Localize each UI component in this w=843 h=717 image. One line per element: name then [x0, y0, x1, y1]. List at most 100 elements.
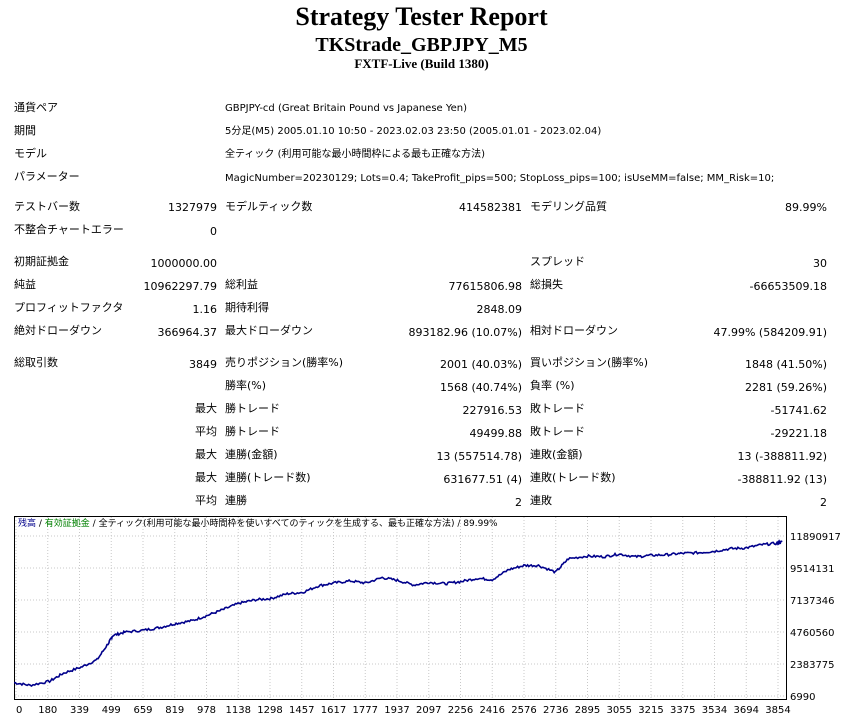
x-tick-label: 978: [197, 705, 216, 716]
y-tick-label: 2383775: [790, 660, 835, 671]
balance-chart-svg: 0 180 339 499 659 819 978 1138 1298 1457 1617 1777 1…: [14, 516, 841, 716]
x-tick-label: 2416: [480, 705, 505, 716]
max-consec-loss-label: 連敗(金額): [530, 448, 583, 461]
largest-word: 最大: [195, 402, 217, 415]
legend-sep: /: [89, 519, 99, 529]
spread-label: スプレッド: [530, 255, 585, 268]
average-word: 平均: [195, 425, 217, 438]
max-consec-profit-value: 631677.51 (4): [443, 473, 522, 486]
avg-win-label: 勝トレード: [225, 425, 280, 438]
x-tick-label: 1617: [321, 705, 346, 716]
y-tick-label: 9514131: [790, 564, 835, 575]
avg-consec-win-value: 2: [515, 496, 522, 509]
x-tick-label: 1298: [257, 705, 282, 716]
x-tick-label: 819: [165, 705, 184, 716]
gross-loss-label: 総損失: [530, 278, 563, 291]
x-tick-label: 3854: [765, 705, 790, 716]
largest-loss-label: 敗トレード: [530, 402, 585, 415]
spread-value: 30: [813, 257, 827, 270]
ticks-value: 414582381: [459, 201, 522, 214]
rel-dd-label: 相対ドローダウン: [530, 324, 618, 337]
legend-balance: 残高: [18, 519, 37, 529]
legend-sep: /: [36, 519, 45, 529]
quality-value: 89.99%: [785, 201, 827, 214]
x-tick-label: 180: [38, 705, 57, 716]
pf-label: プロフィットファクタ: [14, 301, 124, 314]
mismatch-value: 0: [210, 225, 217, 238]
max-consec-lossamt-label: 連敗(トレード数): [530, 471, 616, 484]
deposit-label: 初期証拠金: [14, 255, 69, 268]
legend-equity: 有効証拠金: [44, 519, 90, 529]
x-tick-label: 1138: [226, 705, 251, 716]
avg-win-value: 49499.88: [469, 427, 523, 440]
x-tick-label: 1937: [384, 705, 409, 716]
legend-sep: /: [454, 519, 464, 529]
period-value: 5分足(M5) 2005.01.10 10:50 - 2023.02.03 23…: [225, 126, 602, 137]
y-tick-label: 7137346: [790, 596, 835, 607]
pair-label: 通貨ペア: [14, 101, 58, 114]
max-consec2-word: 最大: [195, 471, 217, 484]
model-value: 全ティック (利用可能な最小時間枠による最も正確な方法): [225, 149, 486, 160]
long-value: 1848 (41.50%): [744, 358, 827, 371]
ticks-label: モデルティック数: [225, 200, 313, 213]
avg-consec-loss-value: 2: [820, 496, 827, 509]
x-tick-label: 339: [70, 705, 89, 716]
period-label: 期間: [14, 124, 36, 137]
avg-consec-word: 平均: [195, 494, 217, 507]
y-tick-label: 11890917: [790, 532, 841, 543]
ea-name: TKStrade_GBPJPY_M5: [315, 34, 528, 56]
bars-value: 1327979: [168, 201, 217, 214]
short-label: 売りポジション(勝率%): [225, 356, 344, 369]
win-label: 勝率(%): [225, 379, 267, 392]
loss-label: 負率 (%): [530, 379, 575, 392]
model-label: モデル: [14, 147, 47, 160]
loss-value: 2281 (59.26%): [744, 381, 827, 394]
server-build: FXTF-Live (Build 1380): [354, 56, 489, 71]
avg-consec-win-label: 連勝: [225, 494, 247, 507]
max-consec-lossamt-value: -388811.92 (13): [737, 473, 827, 486]
x-tick-label: 1777: [353, 705, 378, 716]
abs-dd-value: 366964.37: [157, 326, 218, 339]
expected-value: 2848.09: [476, 303, 523, 316]
long-label: 買いポジション(勝率%): [530, 356, 649, 369]
deposit-value: 1000000.00: [150, 257, 217, 270]
max-consec-profit-label: 連勝(トレード数): [225, 471, 311, 484]
legend-quality: 89.99%: [463, 519, 498, 529]
x-tick-label: 2097: [416, 705, 441, 716]
gross-profit-value: 77615806.98: [448, 280, 522, 293]
bars-label: テストバー数: [14, 200, 80, 213]
win-value: 1568 (40.74%): [439, 381, 522, 394]
y-tick-label: 4760560: [790, 628, 835, 639]
y-tick-label: 6990: [790, 692, 815, 703]
params-label: パラメーター: [14, 170, 80, 183]
balance-line: [14, 539, 783, 687]
avg-consec-loss-label: 連敗: [530, 494, 552, 507]
x-tick-label: 1457: [289, 705, 314, 716]
x-tick-label: 0: [16, 705, 22, 716]
report-title: Strategy Tester Report: [295, 2, 548, 31]
mismatch-label: 不整合チャートエラー: [14, 223, 124, 236]
net-label: 純益: [14, 278, 36, 291]
x-tick-label: 3055: [607, 705, 632, 716]
x-tick-label: 3534: [702, 705, 727, 716]
x-tick-label: 3215: [638, 705, 663, 716]
expected-label: 期待利得: [225, 301, 269, 314]
max-consec-win-label: 連勝(金額): [225, 448, 278, 461]
x-tick-label: 3375: [670, 705, 695, 716]
largest-win-label: 勝トレード: [225, 402, 280, 415]
avg-loss-label: 敗トレード: [530, 425, 585, 438]
x-tick-label: 2256: [448, 705, 473, 716]
x-tick-label: 659: [133, 705, 152, 716]
chart-legend: 残高 / 有効証拠金 / 全ティック(利用可能な最小時間枠を使いすべてのティック…: [18, 518, 498, 530]
max-consec-word: 最大: [195, 448, 217, 461]
params-value: MagicNumber=20230129; Lots=0.4; TakeProf…: [225, 173, 775, 184]
max-consec-win-value: 13 (557514.78): [436, 450, 522, 463]
x-tick-label: 499: [102, 705, 121, 716]
max-dd-value: 893182.96 (10.07%): [408, 326, 522, 339]
max-dd-label: 最大ドローダウン: [225, 324, 313, 337]
trades-value: 3849: [189, 358, 217, 371]
max-consec-loss-value: 13 (-388811.92): [737, 450, 827, 463]
largest-loss-value: -51741.62: [770, 404, 827, 417]
rel-dd-value: 47.99% (584209.91): [713, 326, 827, 339]
abs-dd-label: 絶対ドローダウン: [14, 324, 102, 337]
